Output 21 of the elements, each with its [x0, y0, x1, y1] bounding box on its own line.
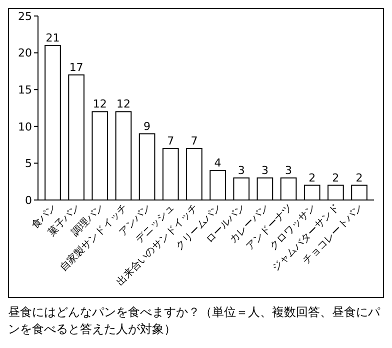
y-tick-label: 20: [18, 46, 32, 60]
data-label: 4: [214, 156, 222, 170]
data-label: 3: [285, 164, 292, 177]
data-label: 7: [190, 134, 198, 148]
data-label: 12: [92, 98, 107, 111]
data-label: 17: [69, 60, 84, 74]
data-label: 7: [167, 134, 174, 148]
y-tick-label: 0: [25, 194, 32, 207]
data-label: 3: [261, 164, 268, 177]
data-label: 3: [238, 164, 245, 177]
data-label: 9: [144, 120, 151, 133]
data-label: 21: [46, 31, 60, 44]
data-label: 2: [356, 171, 363, 184]
y-tick-label: 25: [18, 10, 32, 23]
y-tick-label: 15: [18, 83, 32, 96]
text: 昼食にはどんなパンを食べますか？（単位＝人、複数回答、昼食にパンを食べると答えた人が対象）: [8, 304, 382, 338]
data-label: 2: [332, 171, 340, 184]
data-label: 2: [308, 171, 316, 184]
data-label: 12: [116, 98, 130, 111]
y-tick-label: 5: [25, 157, 32, 170]
y-tick-label: 10: [18, 120, 32, 134]
